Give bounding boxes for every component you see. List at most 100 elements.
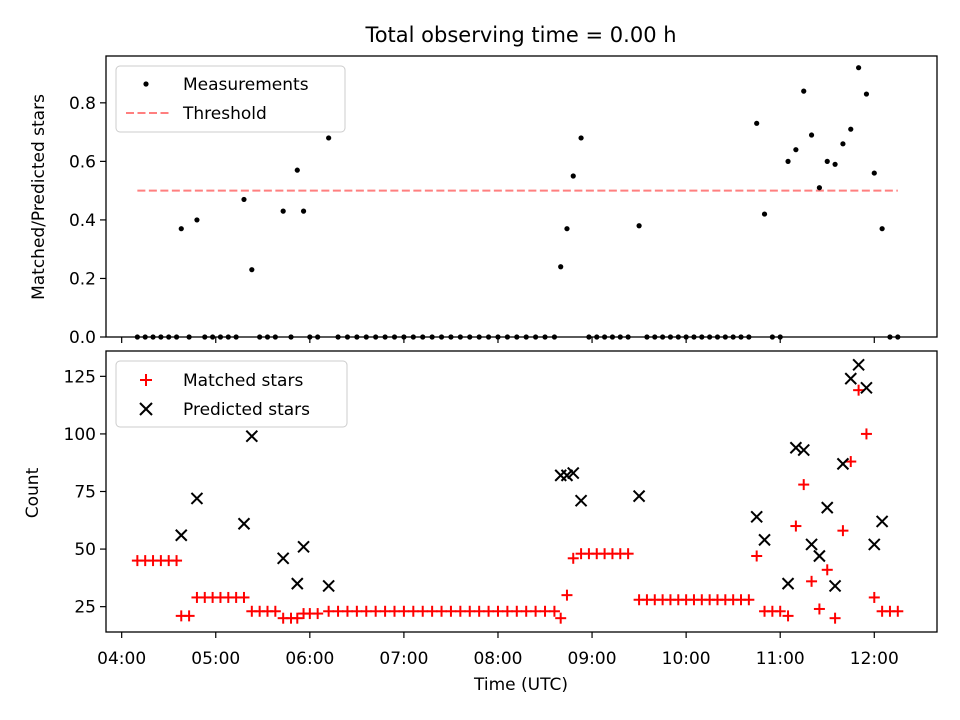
measurement-point bbox=[178, 226, 184, 232]
x-tick-label: 06:00 bbox=[285, 649, 334, 669]
predicted-point bbox=[844, 372, 857, 385]
matched-point bbox=[407, 605, 419, 617]
measurement-point bbox=[636, 223, 642, 229]
bottom-y-axis-label: Count bbox=[23, 467, 43, 518]
measurement-point bbox=[848, 126, 854, 132]
predicted-point bbox=[750, 510, 763, 524]
measurement-point bbox=[578, 135, 584, 141]
matched-point bbox=[548, 605, 560, 617]
matched-point bbox=[561, 589, 573, 601]
matched-point bbox=[492, 605, 504, 617]
matched-point bbox=[743, 594, 755, 606]
x-tick-label: 09:00 bbox=[568, 649, 617, 669]
measurement-point bbox=[816, 185, 823, 191]
bottom-y-ticks: 25 50 75 100 125 bbox=[64, 367, 106, 618]
matched-point bbox=[782, 610, 794, 622]
matched-point bbox=[312, 608, 324, 620]
bottom-y-tick-label: 50 bbox=[74, 540, 96, 560]
measurement-point bbox=[280, 208, 286, 214]
matched-point bbox=[860, 428, 872, 440]
predicted-point bbox=[821, 501, 834, 514]
matched-point bbox=[539, 605, 551, 617]
legend-measurements-label: Measurements bbox=[183, 75, 309, 95]
matched-point bbox=[774, 605, 786, 617]
predicted-point bbox=[828, 579, 842, 593]
top-y-ticks: 0.0 0.2 0.4 0.6 0.8 bbox=[69, 94, 106, 348]
matched-point bbox=[868, 591, 880, 603]
measurement-point bbox=[808, 132, 815, 138]
measurement-point bbox=[856, 65, 862, 71]
matched-point bbox=[837, 525, 849, 537]
matched-point bbox=[379, 605, 391, 617]
bottom-panel: 25 50 75 100 125 04:00 05:00 06:00 07:00 08:00 09… bbox=[23, 350, 938, 695]
x-tick-label: 11:00 bbox=[756, 649, 805, 669]
measurement-point bbox=[879, 226, 885, 232]
measurement-point bbox=[863, 91, 870, 97]
matched-point bbox=[454, 605, 466, 617]
matched-point bbox=[829, 612, 841, 624]
legend-predicted-label: Predicted stars bbox=[183, 400, 310, 420]
predicted-point bbox=[567, 466, 580, 480]
top-y-axis-label: Matched/Predicted stars bbox=[29, 94, 49, 300]
top-y-tick-label: 0.2 bbox=[69, 269, 96, 289]
measurement-point bbox=[801, 88, 807, 94]
bottom-y-tick-label: 125 bbox=[64, 367, 96, 387]
matched-point bbox=[445, 605, 457, 617]
bottom-legend: Matched stars Predicted stars bbox=[115, 360, 348, 428]
matched-point bbox=[360, 605, 372, 617]
measurement-point bbox=[824, 158, 830, 164]
measurement-point bbox=[249, 267, 255, 273]
top-x-ticks bbox=[121, 337, 875, 343]
measurement-point bbox=[300, 208, 307, 214]
predicted-point bbox=[781, 577, 795, 590]
predicted-point bbox=[875, 515, 889, 528]
measurement-point bbox=[832, 161, 838, 167]
matched-point bbox=[622, 548, 634, 560]
matched-point bbox=[183, 610, 195, 622]
matched-point bbox=[417, 605, 429, 617]
matched-point bbox=[436, 605, 448, 617]
predicted-point bbox=[237, 517, 251, 530]
matched-point bbox=[483, 605, 495, 617]
matched-point bbox=[238, 591, 250, 603]
top-y-tick-label: 0.4 bbox=[69, 211, 96, 231]
matched-point bbox=[464, 605, 476, 617]
measurement-point bbox=[754, 120, 760, 126]
measurement-point bbox=[871, 170, 877, 176]
matched-point bbox=[341, 605, 353, 617]
top-panel: 0.00.20.40.60.8 Matched/Predicted stars … bbox=[29, 55, 938, 348]
predicted-point bbox=[291, 577, 304, 590]
x-tick-label: 04:00 bbox=[97, 649, 146, 669]
matched-point bbox=[269, 605, 281, 617]
x-tick-label: 07:00 bbox=[379, 649, 428, 669]
matched-point bbox=[332, 605, 344, 617]
predicted-point bbox=[297, 540, 310, 553]
predicted-point bbox=[868, 538, 881, 551]
predicted-point bbox=[758, 533, 771, 547]
predicted-point bbox=[175, 529, 188, 542]
legend-threshold-label: Threshold bbox=[182, 104, 267, 124]
top-legend: Measurements Threshold bbox=[115, 65, 346, 133]
x-tick-label: 10:00 bbox=[662, 649, 711, 669]
predicted-point bbox=[805, 538, 818, 551]
matched-point bbox=[821, 564, 833, 576]
measurement-point bbox=[793, 147, 799, 153]
bottom-y-tick-label: 75 bbox=[74, 483, 96, 503]
counts-layer bbox=[131, 358, 904, 624]
legend-matched-label: Matched stars bbox=[183, 371, 303, 391]
chart-title: Total observing time = 0.00 h bbox=[364, 23, 676, 47]
matched-point bbox=[798, 479, 810, 491]
measurement-point bbox=[558, 264, 564, 270]
matched-point bbox=[351, 605, 363, 617]
matched-point bbox=[398, 605, 410, 617]
predicted-point bbox=[322, 579, 335, 593]
measurement-point bbox=[840, 141, 846, 147]
predicted-point bbox=[789, 441, 803, 454]
measurement-point bbox=[241, 196, 247, 203]
top-y-tick-label: 0.6 bbox=[69, 152, 96, 172]
matched-point bbox=[845, 456, 857, 468]
matched-point bbox=[511, 605, 523, 617]
matched-point bbox=[388, 605, 400, 617]
matched-point bbox=[892, 605, 904, 617]
measurement-point bbox=[326, 135, 332, 141]
